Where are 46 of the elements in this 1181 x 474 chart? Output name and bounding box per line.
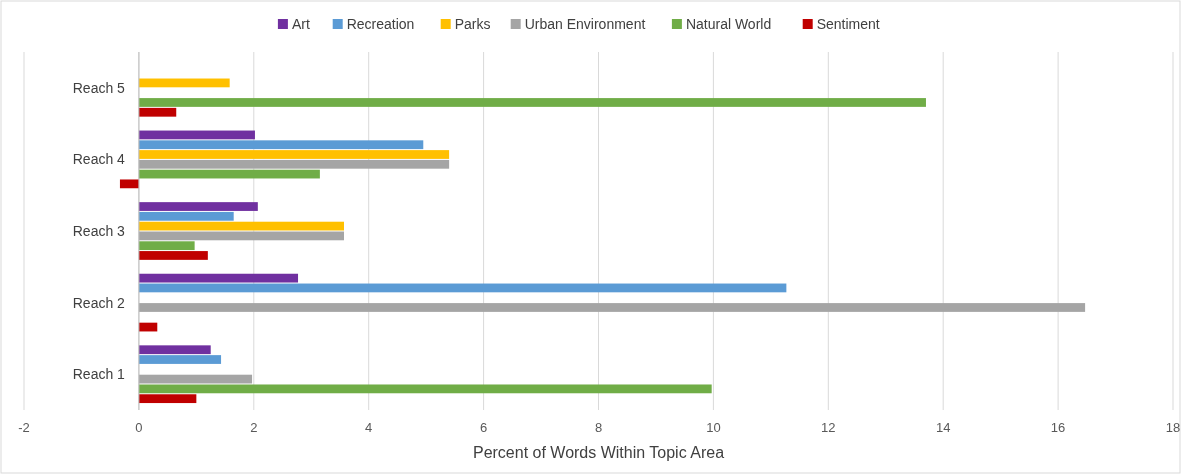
bar [138, 303, 1086, 312]
bar [138, 231, 344, 241]
y-tick-label: Reach 1 [72, 366, 126, 383]
x-tick-label: -2 [18, 420, 30, 435]
legend-label: Sentiment [816, 16, 880, 32]
bar [138, 211, 234, 221]
x-tick-label: 12 [821, 420, 836, 435]
bar [138, 394, 197, 404]
bar [138, 273, 299, 283]
bar [138, 150, 450, 159]
bar [138, 159, 450, 169]
x-tick-label: 2 [250, 420, 258, 435]
legend-label: Art [291, 16, 310, 32]
bar [138, 107, 177, 117]
bar [138, 221, 344, 231]
legend-label: Parks [454, 16, 491, 32]
bar [138, 140, 424, 150]
x-axis-title: Percent of Words Within Topic Area [472, 444, 725, 461]
x-tick-label: 10 [706, 420, 721, 435]
y-tick-label: Reach 2 [72, 294, 126, 311]
bar [138, 78, 230, 88]
bar [138, 283, 787, 293]
bar [138, 202, 258, 211]
bar [138, 130, 255, 140]
x-tick-label: 14 [935, 420, 951, 435]
legend-label: Recreation [346, 16, 415, 32]
bar [138, 374, 253, 384]
x-tick-label: 18 [1165, 420, 1181, 435]
x-tick-label: 8 [594, 420, 603, 435]
y-tick-label: Reach 3 [72, 223, 126, 239]
x-tick-label: 6 [479, 420, 488, 435]
x-tick-label: 16 [1050, 420, 1066, 435]
bar [138, 98, 926, 107]
x-tick-label: 0 [135, 420, 143, 435]
legend-label: Natural World [685, 16, 772, 32]
bar [119, 179, 139, 189]
x-tick-label: 4 [365, 420, 373, 435]
bar [138, 345, 211, 355]
bar [138, 241, 195, 251]
y-tick-label: Reach 5 [72, 79, 126, 96]
bar [138, 169, 320, 179]
bar [138, 384, 712, 394]
y-tick-label: Reach 4 [72, 151, 126, 168]
bar [138, 251, 208, 260]
bar [138, 355, 222, 364]
legend-label: Urban Environment [524, 16, 646, 32]
